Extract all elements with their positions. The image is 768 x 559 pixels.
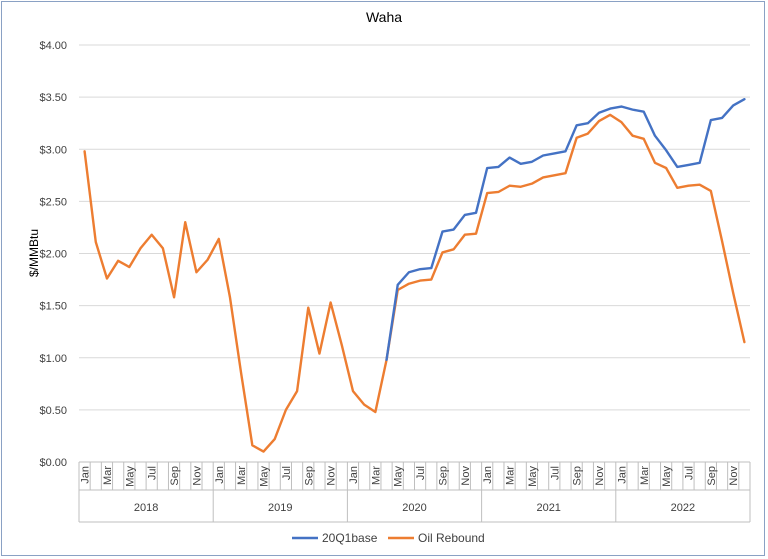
y-tick-label: $2.00 — [39, 249, 67, 261]
x-tick-label: Sep — [572, 466, 584, 486]
year-label: 2020 — [402, 502, 426, 514]
x-tick-label: Mar — [236, 466, 248, 485]
year-label: 2019 — [268, 502, 292, 514]
x-tick-label: Mar — [505, 466, 517, 485]
year-label: 2022 — [671, 502, 695, 514]
y-tick-label: $1.00 — [39, 353, 67, 365]
x-tick-label: Nov — [191, 466, 203, 486]
year-label: 2018 — [134, 502, 158, 514]
x-tick-label: Jul — [549, 466, 561, 480]
x-tick-label: Jul — [415, 466, 427, 480]
x-tick-label: May — [259, 466, 271, 487]
x-tick-label: Sep — [303, 466, 315, 486]
y-tick-label: $3.00 — [39, 144, 67, 156]
y-axis-title: $/MMBtu — [27, 229, 41, 277]
x-tick-label: Sep — [437, 466, 449, 486]
y-tick-label: $0.50 — [39, 405, 67, 417]
gridlines — [79, 44, 750, 411]
x-tick-label: Nov — [728, 466, 740, 486]
x-tick-label: Jan — [616, 466, 628, 484]
x-axis: Jan Mar May Jul Sep Nov 2018 Jan Mar May Jul Sep Nov… — [78, 461, 751, 523]
x-tick-label: Sep — [169, 466, 181, 486]
x-tick-label: Nov — [460, 466, 472, 486]
series-lines — [83, 98, 746, 453]
y-tick-label: $1.50 — [39, 301, 67, 313]
y-axis-ticks: $0.00 $0.50 $1.00 $1.50 $2.00 $2.50 $3.00 $3.50… — [39, 40, 67, 469]
y-tick-label: $3.50 — [39, 92, 67, 104]
x-tick-label: May — [661, 466, 673, 487]
y-tick-label: $4.00 — [39, 40, 67, 52]
x-tick-label: May — [527, 466, 539, 487]
x-tick-label: Jan — [482, 466, 494, 484]
x-tick-label: Mar — [370, 466, 382, 485]
x-tick-label: Mar — [639, 466, 651, 485]
x-tick-label: Jan — [80, 466, 92, 484]
x-tick-label: Jul — [683, 466, 695, 480]
x-tick-label: Jul — [281, 466, 293, 480]
y-tick-label: $2.50 — [39, 196, 67, 208]
x-tick-label: Nov — [594, 466, 606, 486]
legend-label: Oil Rebound — [418, 531, 485, 545]
series-line-oil-rebound — [83, 113, 746, 453]
x-tick-label: Jan — [214, 466, 226, 484]
series-line-base — [385, 98, 746, 362]
x-tick-label: Mar — [102, 466, 114, 485]
x-tick-label: May — [393, 466, 405, 487]
year-label: 2021 — [536, 502, 560, 514]
legend: 20Q1base Oil Rebound — [292, 531, 485, 545]
x-tick-label: May — [124, 466, 136, 487]
y-tick-label: $0.00 — [39, 457, 67, 469]
x-tick-label: Sep — [706, 466, 718, 486]
legend-label: 20Q1base — [322, 531, 378, 545]
x-tick-label: Jan — [348, 466, 360, 484]
x-tick-label: Nov — [326, 466, 338, 486]
x-tick-label: Jul — [147, 466, 159, 480]
chart-title: Waha — [366, 9, 402, 25]
